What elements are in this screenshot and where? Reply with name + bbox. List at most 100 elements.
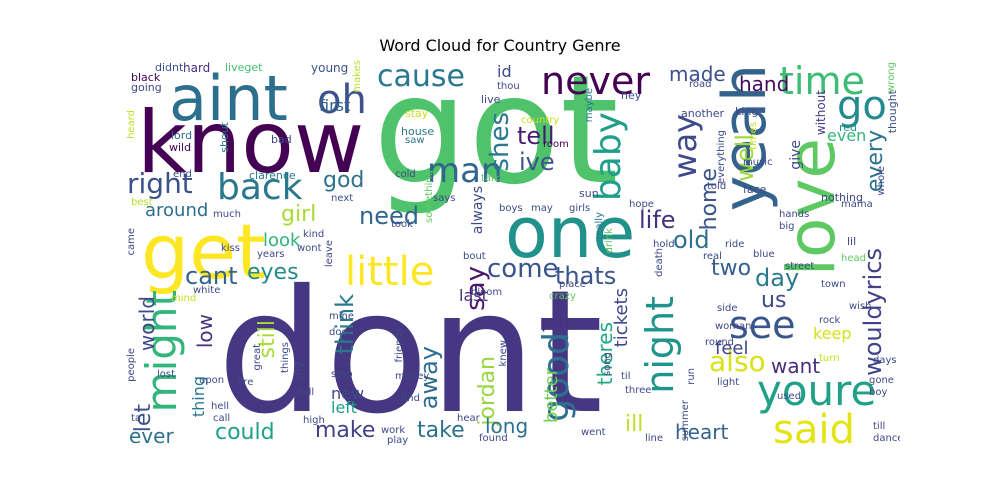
word: little bbox=[345, 249, 435, 295]
word: find bbox=[401, 393, 420, 404]
word: whole bbox=[876, 166, 887, 196]
word: fire bbox=[237, 377, 254, 388]
word: hey bbox=[621, 89, 642, 102]
word: young bbox=[311, 61, 349, 75]
word: right bbox=[127, 167, 193, 200]
word: take bbox=[417, 418, 465, 443]
word: think bbox=[331, 294, 359, 355]
word: liveget bbox=[225, 61, 263, 74]
word: years bbox=[257, 249, 285, 260]
word: around bbox=[145, 200, 209, 221]
word: sun bbox=[579, 187, 599, 200]
word: boy bbox=[869, 387, 888, 398]
word: hope bbox=[629, 199, 654, 210]
word: bad bbox=[271, 133, 292, 146]
word: put bbox=[541, 312, 571, 333]
word: stay bbox=[405, 107, 429, 120]
word: end bbox=[173, 169, 192, 180]
word: see bbox=[729, 303, 796, 347]
word: til bbox=[621, 371, 631, 382]
word: next bbox=[331, 193, 354, 204]
word: blue bbox=[753, 249, 775, 260]
word: bout bbox=[463, 251, 486, 262]
word: big bbox=[779, 221, 795, 232]
word: kiss bbox=[221, 243, 240, 254]
word: make bbox=[315, 418, 376, 443]
word: knew bbox=[498, 340, 509, 367]
word: lord bbox=[171, 129, 193, 142]
word: world bbox=[135, 296, 159, 352]
word: days bbox=[873, 355, 897, 366]
word: makes bbox=[352, 60, 363, 93]
word: till bbox=[873, 421, 886, 432]
word: song bbox=[602, 352, 613, 377]
word: drink bbox=[604, 228, 615, 254]
word: city bbox=[294, 362, 305, 381]
word: us bbox=[761, 288, 787, 313]
word: live bbox=[481, 93, 501, 106]
word: wish bbox=[849, 301, 872, 312]
word: back bbox=[217, 167, 303, 208]
word: never bbox=[541, 60, 650, 103]
word: going bbox=[131, 81, 162, 94]
word: used bbox=[777, 391, 802, 402]
word: head bbox=[841, 253, 866, 264]
word: maybe bbox=[584, 88, 595, 123]
word: mind bbox=[171, 293, 197, 304]
word: want bbox=[771, 354, 821, 378]
word: boys bbox=[499, 203, 523, 214]
word: times bbox=[748, 122, 759, 150]
word: give bbox=[788, 140, 804, 170]
word: first bbox=[319, 96, 351, 115]
word: lil bbox=[847, 235, 857, 248]
word: tickets bbox=[611, 288, 632, 348]
word: road bbox=[689, 79, 712, 90]
word: bloom bbox=[471, 287, 503, 298]
word: man bbox=[427, 151, 503, 191]
word: everything bbox=[716, 130, 727, 184]
word: king bbox=[735, 105, 759, 118]
word: best bbox=[131, 197, 153, 208]
word: lost bbox=[157, 369, 176, 380]
word: death bbox=[654, 248, 665, 277]
word: clarence bbox=[249, 169, 296, 182]
word: door bbox=[329, 327, 352, 338]
word: eyes bbox=[247, 260, 299, 285]
chart-title: Word Cloud for Country Genre bbox=[379, 36, 621, 55]
word: three bbox=[625, 385, 652, 396]
word: got bbox=[373, 60, 619, 218]
word: ride bbox=[725, 239, 745, 250]
word: friends bbox=[394, 328, 405, 363]
word: thats bbox=[555, 262, 617, 290]
word: heart bbox=[675, 420, 729, 444]
word: ive bbox=[519, 148, 555, 176]
word: took bbox=[391, 219, 413, 230]
word: thou bbox=[497, 81, 520, 92]
word: things bbox=[280, 342, 291, 373]
word: also bbox=[709, 345, 766, 378]
word: high bbox=[303, 415, 325, 426]
word: came bbox=[126, 228, 137, 256]
word: fall bbox=[299, 387, 315, 398]
word: even bbox=[827, 126, 867, 145]
word: told bbox=[707, 181, 727, 192]
word: much bbox=[213, 209, 241, 220]
word: tell bbox=[517, 122, 555, 150]
word: woman bbox=[715, 321, 752, 332]
word: time bbox=[779, 60, 865, 103]
word: rock bbox=[819, 315, 841, 326]
word: made bbox=[669, 62, 726, 86]
word: hands bbox=[779, 209, 810, 220]
word: look bbox=[263, 230, 301, 251]
word: could bbox=[215, 420, 275, 445]
word: girl bbox=[281, 202, 317, 227]
word: said bbox=[773, 407, 855, 448]
word: one bbox=[505, 192, 636, 274]
word: light bbox=[717, 377, 740, 388]
word-cloud: dont got know aint get one love yeah mig… bbox=[125, 60, 900, 448]
word: talk bbox=[481, 173, 500, 184]
word: long bbox=[485, 414, 529, 438]
word: ill bbox=[625, 412, 644, 437]
word: black bbox=[131, 71, 161, 84]
word: life bbox=[639, 206, 676, 234]
